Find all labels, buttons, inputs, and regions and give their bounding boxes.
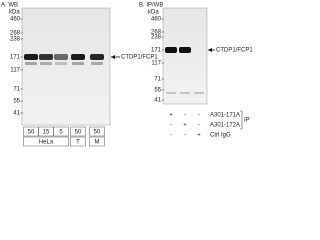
- panel-title: A. WB: [1, 3, 18, 9]
- sign: +: [197, 133, 201, 139]
- bracket: [240, 110, 243, 130]
- panel-title: B. IP/WB: [139, 3, 163, 9]
- marker-label: 55: [13, 99, 20, 105]
- lane-label: 50: [94, 130, 101, 136]
- marker-label: 238: [151, 35, 162, 41]
- sign: -: [170, 123, 172, 129]
- band-faint: [194, 92, 204, 94]
- band: [24, 54, 38, 60]
- sign: -: [184, 133, 186, 139]
- unit-label: kDa: [9, 10, 20, 16]
- lane-box: [89, 126, 105, 137]
- lane-label: 15: [43, 130, 50, 136]
- marker-label: 71: [154, 77, 161, 83]
- sign: -: [198, 123, 200, 129]
- sign: +: [183, 123, 187, 129]
- marker-label: 171: [10, 55, 21, 61]
- ip-label: IP: [244, 118, 250, 124]
- group-box: [70, 136, 86, 147]
- unit-label: kDa: [148, 10, 159, 16]
- band-faint: [166, 92, 176, 94]
- lane-label: 50: [28, 130, 35, 136]
- marker-label: 460: [151, 17, 162, 23]
- band-faint: [40, 62, 52, 65]
- marker-label: 41: [154, 98, 161, 104]
- band: [71, 54, 85, 60]
- marker-label: 268: [151, 30, 162, 36]
- band-faint: [55, 62, 67, 65]
- sign: -: [184, 113, 186, 119]
- band-faint: [72, 62, 84, 65]
- marker-label: 171: [151, 48, 162, 54]
- marker-label: 268: [10, 31, 21, 37]
- row-label: A301-171A: [210, 113, 240, 119]
- row-label: A301-172A: [210, 123, 240, 129]
- band-label: CTDP1/FCP1: [216, 48, 253, 54]
- marker-label: 460: [10, 17, 21, 23]
- blot-a: [21, 7, 111, 126]
- group-box: [23, 136, 69, 147]
- band-label: CTDP1/FCP1: [121, 55, 158, 61]
- marker-label: 117: [151, 61, 161, 67]
- figure: A. WB kDa B. IP/WB kDa 46026823817111771…: [1, 3, 253, 147]
- group-label: HeLa: [39, 140, 54, 146]
- band: [179, 47, 191, 53]
- lane-box: [70, 126, 86, 137]
- lane-label: 50: [75, 130, 82, 136]
- lane-box: [53, 126, 69, 137]
- arrow-head: [111, 55, 115, 59]
- sign: +: [169, 113, 173, 119]
- sign: -: [198, 113, 200, 119]
- band: [90, 54, 104, 60]
- band-faint: [25, 62, 37, 65]
- group-label: T: [76, 140, 80, 146]
- group-box: [89, 136, 105, 147]
- band-faint: [91, 62, 103, 65]
- marker-label: 238: [10, 37, 21, 43]
- lane-label: 5: [59, 130, 63, 136]
- band-faint: [180, 92, 190, 94]
- arrow-head: [208, 48, 212, 52]
- blot-b: [162, 7, 208, 105]
- marker-label: 71: [13, 87, 20, 93]
- sign: -: [170, 133, 172, 139]
- marker-label: 41: [13, 111, 20, 117]
- row-label: Ctrl IgG: [210, 133, 231, 139]
- band: [165, 47, 177, 53]
- band: [54, 54, 68, 60]
- group-label: M: [95, 140, 100, 146]
- marker-label: 55: [154, 88, 161, 94]
- band: [39, 54, 53, 60]
- marker-label: 117: [10, 68, 20, 74]
